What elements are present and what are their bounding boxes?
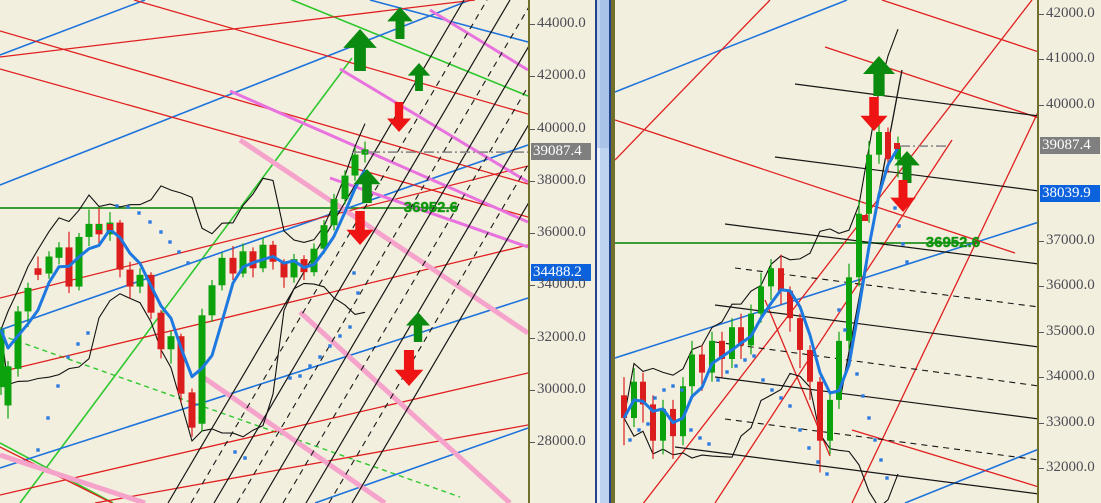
signal-arrows-layer (860, 56, 920, 212)
axis-tick-mark (1039, 423, 1044, 424)
right-price-axis: 39087.4 38039.9 42000.0 41000.0 40000.0 370… (1037, 0, 1101, 503)
pivot-marker (862, 215, 868, 221)
right-chart-panel[interactable]: 36952.6 (613, 0, 1039, 503)
axis-tick-mark (1039, 14, 1044, 15)
left-level-price-label: 36952.6 (403, 199, 458, 216)
right-chart-canvas[interactable] (615, 0, 1039, 503)
buy-arrow-icon (406, 312, 430, 342)
axis-tick-mark (530, 181, 535, 182)
sell-arrow-icon (890, 180, 916, 212)
buy-arrow-icon (343, 29, 377, 71)
axis-tick-mark (1039, 286, 1044, 287)
sell-arrow-icon (394, 350, 424, 386)
axis-tick-label: 33000.0 (1046, 414, 1095, 430)
axis-tick-mark (1039, 468, 1044, 469)
buy-arrow-icon (894, 151, 920, 183)
axis-tick-label: 34000.0 (537, 276, 586, 292)
scrollbar-thumb[interactable] (597, 0, 609, 148)
axis-tick-label: 32000.0 (537, 329, 586, 345)
axis-tick-label: 28000.0 (537, 433, 586, 449)
left-indicator-price-badge: 34488.2 (531, 264, 591, 281)
buy-arrow-icon (863, 56, 895, 96)
left-chart-panel[interactable]: 36952.6 (0, 0, 528, 503)
right-last-price-badge: 39087.4 (1040, 137, 1100, 154)
left-chart-canvas[interactable] (0, 0, 528, 503)
pivot-marker (894, 143, 900, 149)
axis-tick-mark (1039, 241, 1044, 242)
right-indicator-price-badge: 38039.9 (1040, 185, 1100, 202)
buy-arrow-icon (353, 169, 381, 203)
axis-tick-label: 38000.0 (537, 172, 586, 188)
signal-arrows-layer (343, 7, 431, 386)
axis-tick-label: 44000.0 (537, 15, 586, 31)
panel-splitter-scrollbar[interactable] (591, 0, 613, 503)
pivot-marker (107, 224, 113, 230)
sell-arrow-icon (346, 211, 374, 245)
buy-arrow-icon (387, 7, 413, 39)
axis-tick-label: 36000.0 (1046, 277, 1095, 293)
sar-dots-layer (36, 204, 360, 460)
candles-layer (0, 141, 369, 437)
axis-tick-mark (530, 285, 535, 286)
axis-tick-mark (530, 390, 535, 391)
pivot-marker (96, 224, 102, 230)
axis-tick-label: 40000.0 (537, 120, 586, 136)
axis-tick-mark (530, 76, 535, 77)
axis-tick-label: 41000.0 (1046, 50, 1095, 66)
axis-tick-label: 32000.0 (1046, 459, 1095, 475)
axis-tick-mark (530, 338, 535, 339)
left-last-price-badge: 39087.4 (531, 143, 591, 160)
axis-tick-label: 40000.0 (1046, 96, 1095, 112)
sar-dots-layer (628, 206, 909, 480)
moving-average-line (0, 168, 367, 379)
axis-tick-label: 30000.0 (537, 381, 586, 397)
left-price-axis: 39087.4 34488.2 44000.0 42000.0 40000.0 380… (528, 0, 591, 503)
axis-tick-label: 42000.0 (537, 67, 586, 83)
sell-arrow-icon (860, 97, 888, 131)
axis-tick-mark (1039, 105, 1044, 106)
axis-tick-label: 42000.0 (1046, 5, 1095, 21)
right-level-price-label: 36952.6 (925, 234, 980, 251)
axis-tick-mark (1039, 332, 1044, 333)
axis-tick-mark (530, 24, 535, 25)
sell-arrow-icon (387, 102, 411, 132)
axis-tick-label: 36000.0 (537, 224, 586, 240)
axis-tick-mark (530, 442, 535, 443)
axis-tick-mark (530, 129, 535, 130)
axis-tick-mark (530, 233, 535, 234)
buy-arrow-icon (407, 63, 431, 91)
axis-tick-label: 34000.0 (1046, 368, 1095, 384)
axis-tick-mark (1039, 377, 1044, 378)
axis-tick-label: 35000.0 (1046, 323, 1095, 339)
axis-tick-label: 37000.0 (1046, 232, 1095, 248)
axis-tick-mark (1039, 59, 1044, 60)
moving-average-line (622, 147, 900, 425)
